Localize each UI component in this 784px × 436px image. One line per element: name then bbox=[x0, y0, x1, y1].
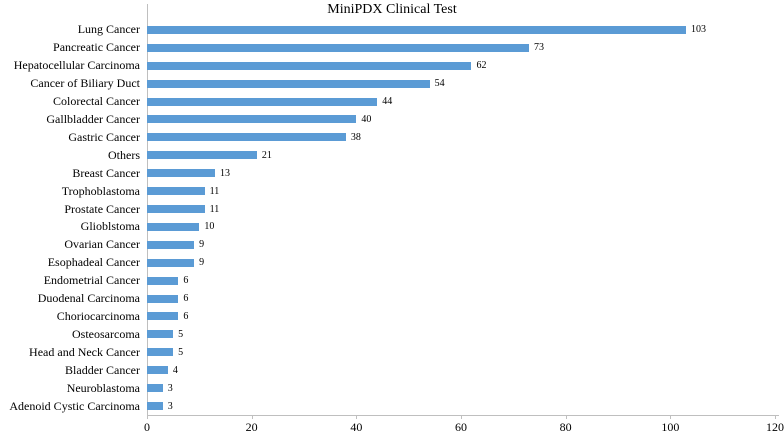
value-label: 21 bbox=[261, 149, 272, 161]
category-label: Lung Cancer bbox=[77, 22, 140, 37]
chart-row: Endometrial Cancer 6 bbox=[0, 272, 784, 290]
value-label: 9 bbox=[199, 257, 205, 269]
bar bbox=[147, 348, 174, 357]
category-label: Ovarian Cancer bbox=[64, 237, 140, 252]
bar bbox=[147, 169, 216, 178]
bar bbox=[147, 79, 430, 88]
value-label: 6 bbox=[183, 275, 189, 287]
value-label: 13 bbox=[220, 167, 231, 179]
chart-row: Ovarian Cancer 9 bbox=[0, 236, 784, 254]
chart-row: Bladder Cancer 4 bbox=[0, 361, 784, 379]
category-label: Cancer of Biliary Duct bbox=[30, 76, 140, 91]
category-label: Head and Neck Cancer bbox=[29, 344, 140, 359]
value-label: 3 bbox=[167, 382, 173, 394]
value-label: 5 bbox=[178, 328, 184, 340]
bar bbox=[147, 133, 346, 142]
x-tick-label: 80 bbox=[559, 420, 572, 434]
x-tick-label: 60 bbox=[455, 420, 467, 434]
chart-row: Colorectal Cancer 44 bbox=[0, 93, 784, 111]
category-label: Duodenal Carcinoma bbox=[37, 291, 140, 306]
chart-row: Neuroblastoma 3 bbox=[0, 379, 784, 397]
bar bbox=[147, 151, 257, 160]
value-label: 38 bbox=[350, 131, 361, 143]
chart-row: Prostate Cancer 11 bbox=[0, 200, 784, 218]
category-label: Choriocarcinoma bbox=[56, 308, 140, 323]
bar bbox=[147, 294, 179, 303]
category-label: Endometrial Cancer bbox=[43, 273, 140, 288]
category-label: Gallbladder Cancer bbox=[46, 111, 140, 126]
value-label: 62 bbox=[476, 60, 487, 72]
bar bbox=[147, 402, 163, 411]
chart-row: Adenoid Cystic Carcinoma 3 bbox=[0, 397, 784, 415]
value-label: 3 bbox=[167, 400, 173, 412]
bar bbox=[147, 258, 195, 267]
bar bbox=[147, 366, 168, 375]
chart-row: Breast Cancer 13 bbox=[0, 164, 784, 182]
chart-title: MiniPDX Clinical Test bbox=[327, 2, 457, 17]
bar bbox=[147, 43, 530, 52]
chart-row: Glioblstoma 10 bbox=[0, 218, 784, 236]
value-label: 10 bbox=[204, 221, 215, 233]
bar bbox=[147, 384, 163, 393]
chart-row: Lung Cancer 103 bbox=[0, 21, 784, 39]
category-label: Hepatocellular Carcinoma bbox=[13, 58, 140, 73]
x-tick-label: 40 bbox=[350, 420, 363, 434]
bar bbox=[147, 240, 195, 249]
value-label: 5 bbox=[178, 346, 184, 358]
bar bbox=[147, 222, 200, 231]
chart-row: Gallbladder Cancer 40 bbox=[0, 111, 784, 129]
bar bbox=[147, 115, 357, 124]
chart-row: Pancreatic Cancer 73 bbox=[0, 39, 784, 57]
value-label: 11 bbox=[209, 185, 220, 197]
category-label: Osteosarcoma bbox=[72, 326, 140, 341]
chart-row: Trophoblastoma 11 bbox=[0, 182, 784, 200]
x-tick-label: 100 bbox=[661, 420, 680, 434]
value-label: 6 bbox=[183, 310, 189, 322]
category-label: Neuroblastoma bbox=[66, 380, 140, 395]
value-label: 11 bbox=[209, 203, 220, 215]
chart-row: Choriocarcinoma 6 bbox=[0, 308, 784, 326]
x-tick-label: 0 bbox=[144, 420, 150, 434]
bar bbox=[147, 25, 687, 34]
category-label: Esophadeal Cancer bbox=[47, 255, 140, 270]
bar bbox=[147, 205, 205, 214]
category-label: Trophoblastoma bbox=[61, 183, 140, 198]
bar bbox=[147, 187, 205, 196]
chart-row: Others 21 bbox=[0, 146, 784, 164]
value-label: 44 bbox=[382, 96, 393, 108]
chart-row: Hepatocellular Carcinoma 62 bbox=[0, 57, 784, 75]
chart-row: Osteosarcoma 5 bbox=[0, 325, 784, 343]
bar bbox=[147, 312, 179, 321]
x-tick-label: 20 bbox=[245, 420, 258, 434]
value-label: 6 bbox=[183, 293, 189, 305]
value-label: 9 bbox=[199, 239, 205, 251]
chart-row: Duodenal Carcinoma 6 bbox=[0, 290, 784, 308]
category-label: Gastric Cancer bbox=[68, 129, 140, 144]
category-label: Breast Cancer bbox=[72, 165, 140, 180]
value-label: 103 bbox=[691, 24, 707, 36]
bar bbox=[147, 276, 179, 285]
chart-row: Gastric Cancer 38 bbox=[0, 128, 784, 146]
value-label: 40 bbox=[361, 113, 372, 125]
chart-row: Head and Neck Cancer 5 bbox=[0, 343, 784, 361]
category-label: Others bbox=[108, 147, 140, 162]
category-label: Prostate Cancer bbox=[64, 201, 140, 216]
chart-row: Esophadeal Cancer 9 bbox=[0, 254, 784, 272]
x-tick-label: 120 bbox=[766, 420, 784, 434]
plot-area: Lung Cancer 103 Pancreatic Cancer 73 Hepatoc… bbox=[0, 21, 784, 415]
category-label: Glioblstoma bbox=[80, 219, 140, 234]
bar bbox=[147, 61, 472, 70]
value-label: 73 bbox=[534, 42, 545, 54]
category-label: Pancreatic Cancer bbox=[53, 40, 140, 55]
bar bbox=[147, 97, 378, 106]
value-label: 54 bbox=[434, 78, 445, 90]
x-axis-line bbox=[147, 415, 779, 416]
category-label: Adenoid Cystic Carcinoma bbox=[9, 398, 140, 413]
category-label: Colorectal Cancer bbox=[53, 94, 140, 109]
bar bbox=[147, 330, 174, 339]
value-label: 4 bbox=[172, 364, 178, 376]
category-label: Bladder Cancer bbox=[65, 362, 140, 377]
chart-row: Cancer of Biliary Duct 54 bbox=[0, 75, 784, 93]
